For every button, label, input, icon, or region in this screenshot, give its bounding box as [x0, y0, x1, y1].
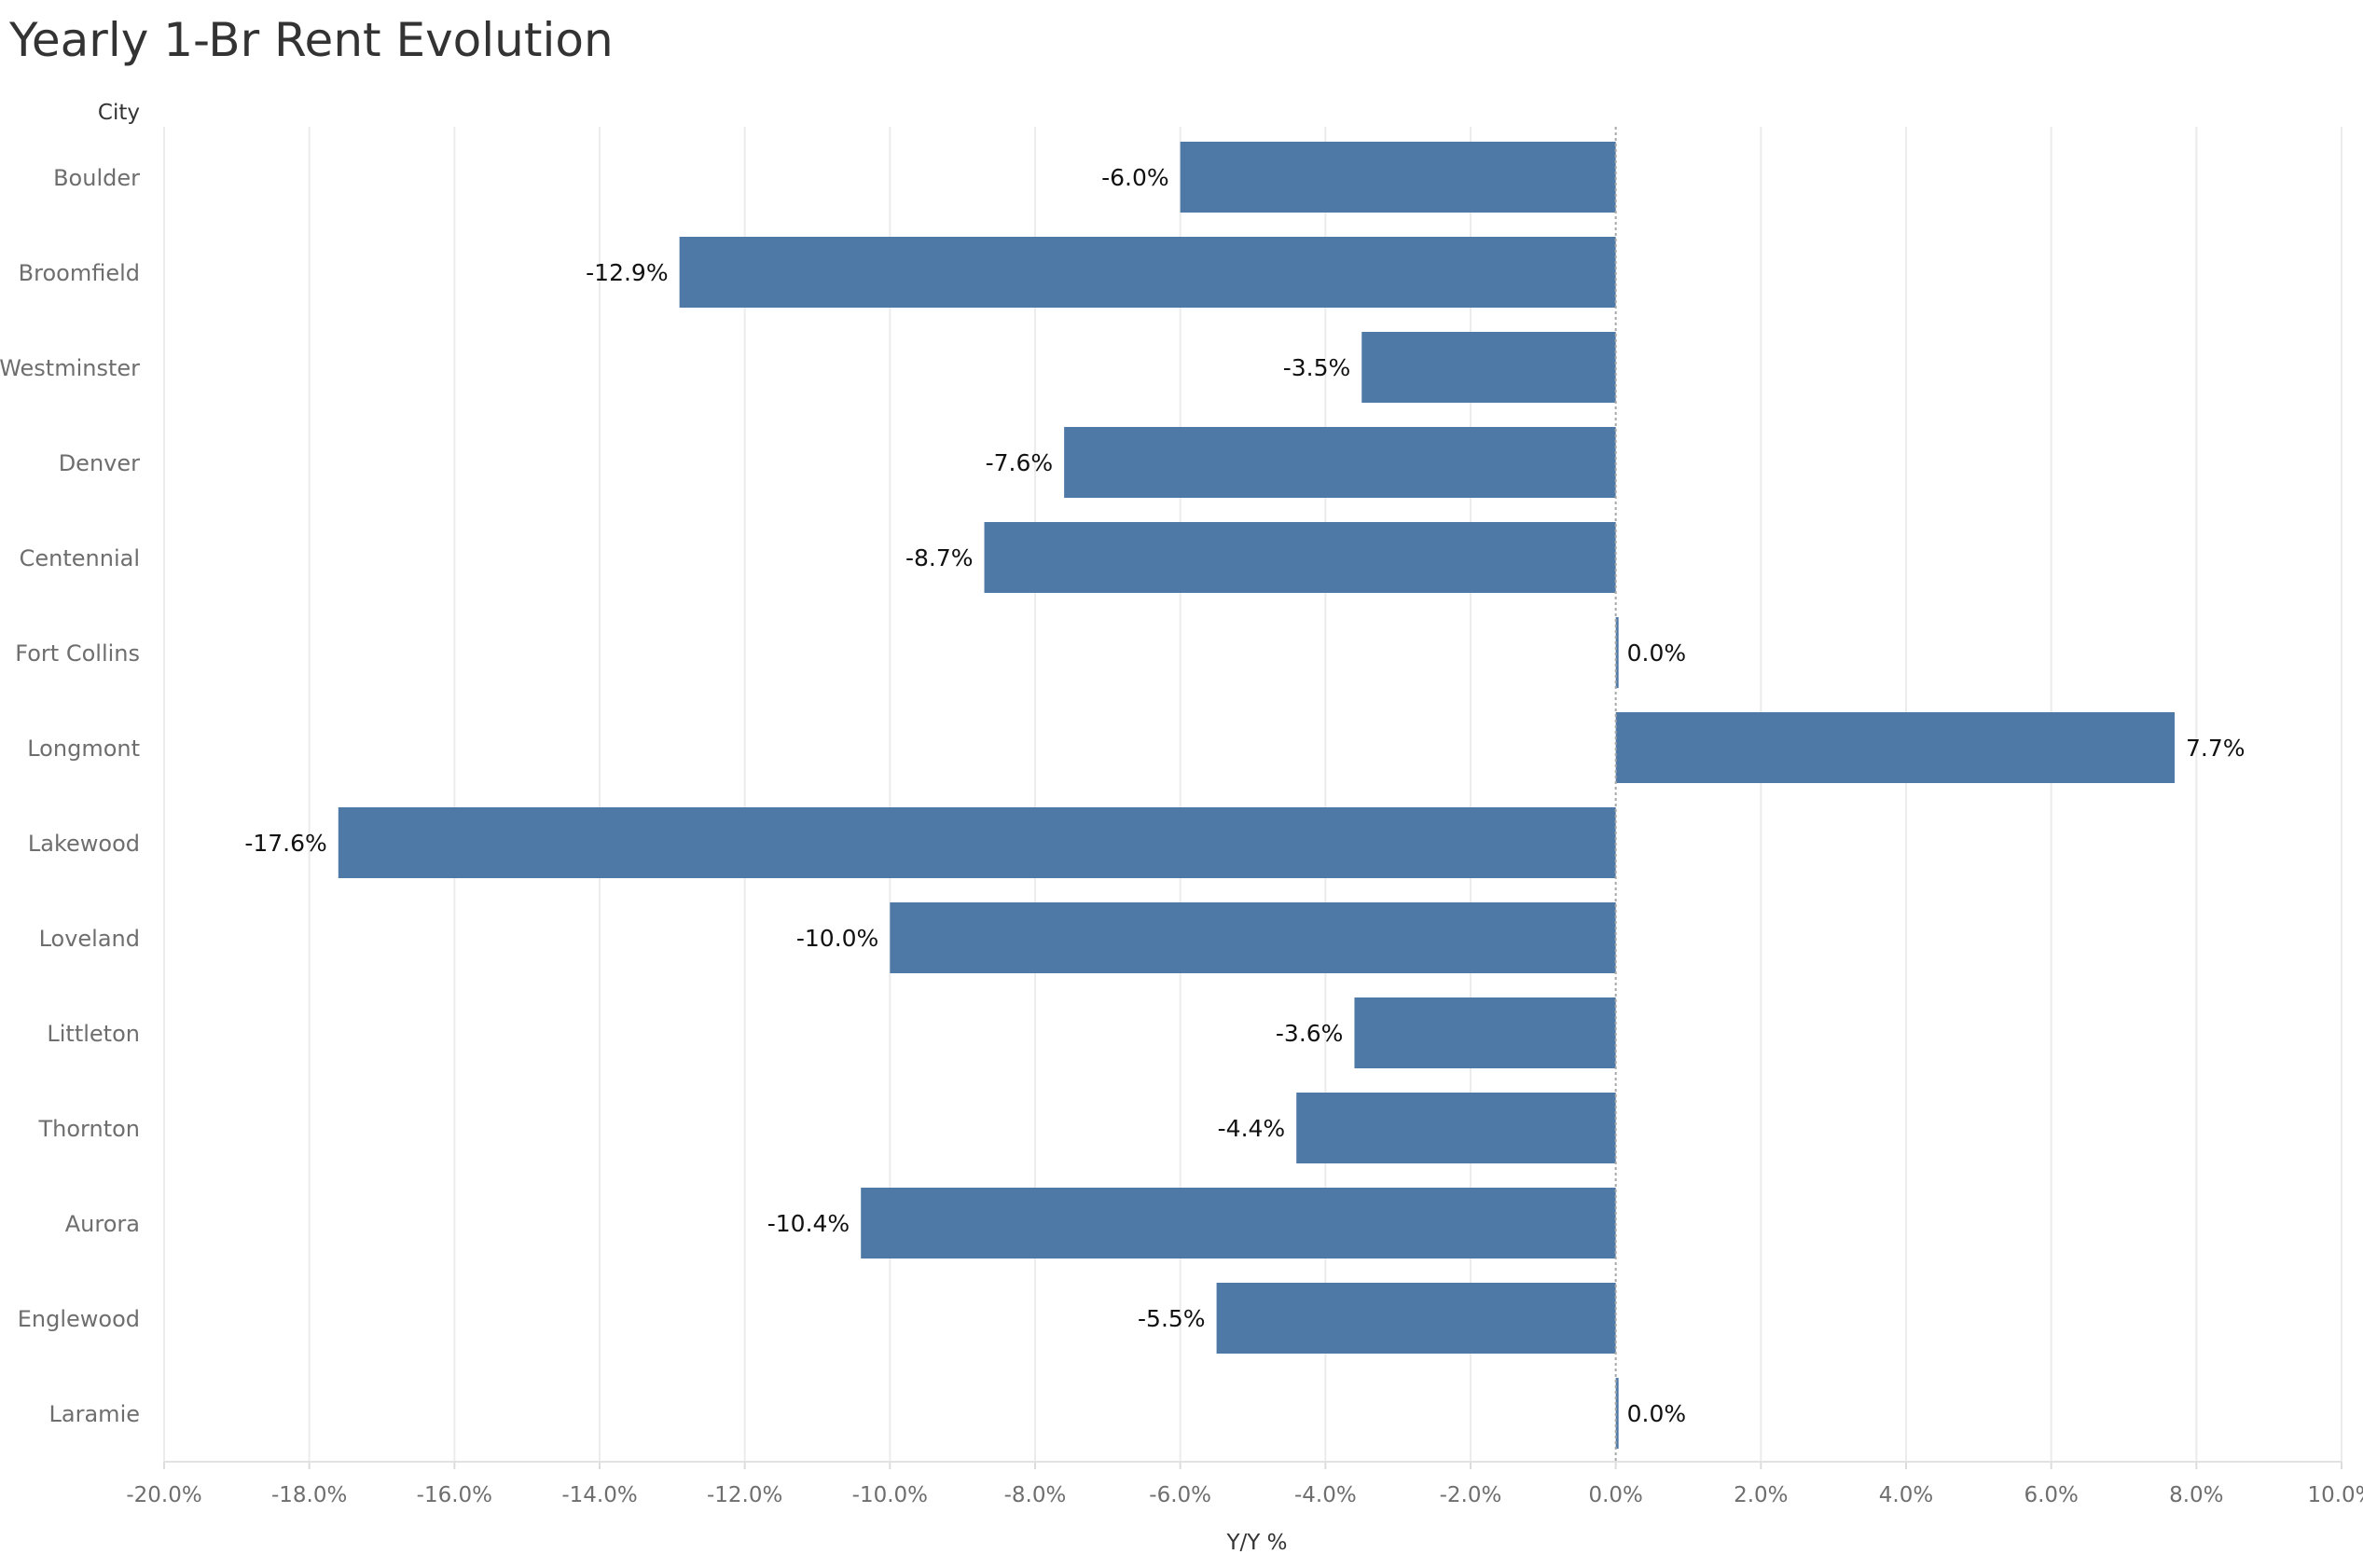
- category-label: Lakewood: [28, 831, 140, 857]
- x-tick-label: -2.0%: [1440, 1483, 1502, 1507]
- x-tick-label: 2.0%: [1734, 1483, 1788, 1507]
- category-label: Thornton: [37, 1116, 140, 1142]
- data-label: -12.9%: [586, 259, 668, 286]
- data-label: -5.5%: [1138, 1305, 1206, 1332]
- bar: [1615, 617, 1619, 688]
- x-tick-label: 4.0%: [1879, 1483, 1933, 1507]
- x-tick-label: 6.0%: [2024, 1483, 2078, 1507]
- category-label: Broomfield: [19, 260, 140, 286]
- gridlines: [163, 127, 2342, 1469]
- data-label: 0.0%: [1627, 1400, 1687, 1427]
- x-tick-label: 8.0%: [2169, 1483, 2223, 1507]
- category-label: Longmont: [27, 736, 140, 762]
- data-labels: -6.0% -12.9% -3.5% -7.6% -8.7% 0.0% 7.7% -17.6%…: [244, 164, 2245, 1427]
- data-label: -3.6%: [1276, 1020, 1344, 1047]
- x-tick-label: -12.0%: [707, 1483, 782, 1507]
- x-tick-label: 0.0%: [1588, 1483, 1642, 1507]
- category-label: Aurora: [65, 1211, 140, 1237]
- bar: [984, 522, 1616, 593]
- data-label: -7.6%: [986, 449, 1054, 476]
- bar: [1064, 427, 1616, 498]
- x-tick-label: -10.0%: [852, 1483, 928, 1507]
- data-label: 0.0%: [1627, 640, 1687, 667]
- x-tick-label: -16.0%: [417, 1483, 492, 1507]
- category-label: Fort Collins: [15, 640, 140, 667]
- x-axis-title: Y/Y %: [1225, 1531, 1287, 1555]
- x-tick-label: 10.0%: [2307, 1483, 2363, 1507]
- bar: [1615, 1378, 1619, 1449]
- chart-title: Yearly 1-Br Rent Evolution: [9, 13, 614, 67]
- bar: [1361, 332, 1616, 403]
- bar: [679, 237, 1616, 308]
- y-axis-title: City: [98, 101, 140, 125]
- category-label: Englewood: [18, 1306, 140, 1332]
- bar: [861, 1188, 1616, 1259]
- x-tick-label: -6.0%: [1149, 1483, 1211, 1507]
- bar: [338, 807, 1616, 878]
- data-label: -10.0%: [796, 925, 878, 952]
- bar: [1180, 142, 1616, 213]
- data-label: -4.4%: [1218, 1115, 1286, 1142]
- category-label: Littleton: [47, 1021, 140, 1047]
- data-label: -10.4%: [767, 1210, 850, 1237]
- data-label: -3.5%: [1283, 354, 1351, 381]
- data-label: -17.6%: [244, 830, 326, 857]
- category-label: Denver: [59, 450, 140, 476]
- bar: [1296, 1093, 1616, 1163]
- x-tick-label: -14.0%: [561, 1483, 637, 1507]
- category-label: Laramie: [49, 1401, 140, 1427]
- data-label: 7.7%: [2186, 735, 2246, 762]
- bar: [1216, 1283, 1616, 1354]
- x-tick-label: -20.0%: [126, 1483, 201, 1507]
- category-labels: Boulder Broomfield Westminster Denver Centen…: [0, 165, 140, 1427]
- category-label: Centennial: [20, 545, 140, 571]
- data-label: -6.0%: [1101, 164, 1169, 191]
- data-label: -8.7%: [905, 544, 974, 571]
- bar: [1354, 997, 1616, 1068]
- x-tick-label: -8.0%: [1004, 1483, 1067, 1507]
- x-tick-labels: -20.0% -18.0% -16.0% -14.0% -12.0% -10.0% -8.0…: [126, 1483, 2363, 1507]
- category-label: Westminster: [0, 355, 140, 381]
- category-label: Loveland: [39, 926, 140, 952]
- x-tick-label: -18.0%: [271, 1483, 347, 1507]
- category-label: Boulder: [53, 165, 140, 191]
- bar: [1615, 712, 2175, 783]
- bar: [890, 902, 1616, 973]
- x-tick-label: -4.0%: [1294, 1483, 1357, 1507]
- bars: [338, 142, 2175, 1449]
